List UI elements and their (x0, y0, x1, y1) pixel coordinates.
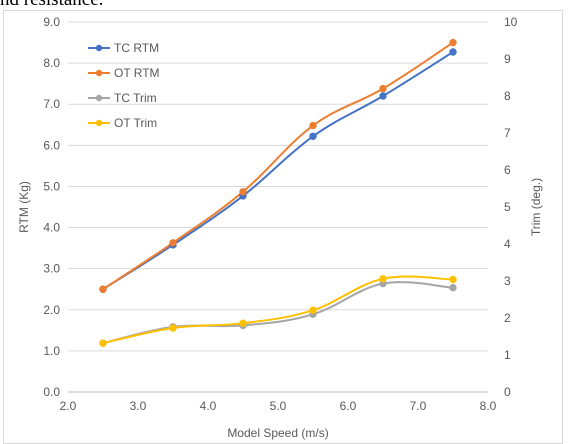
x-tick-label: 7.0 (410, 399, 427, 413)
y2-tick-label: 0 (504, 385, 511, 399)
legend-label-ot-trim: OT Trim (114, 116, 157, 130)
series-line-ot-rtm (102, 41, 454, 291)
x-tick-label: 4.0 (200, 399, 217, 413)
series-line-ot-trim (102, 275, 454, 345)
series-line-tc-rtm (102, 51, 454, 291)
y-tick-label: 4.0 (43, 221, 60, 235)
y-tick-label: 5.0 (43, 179, 60, 193)
data-point-ot-rtm (169, 239, 177, 247)
data-point-ot-rtm (309, 121, 317, 130)
legend-label-tc-trim: TC Trim (114, 91, 157, 105)
y-tick-label: 6.0 (43, 138, 60, 152)
legend-marker-tc-rtm (95, 44, 103, 52)
data-point-ot-rtm (379, 84, 387, 93)
legend-marker-ot-rtm (95, 69, 103, 77)
y2-tick-label: 10 (504, 15, 518, 29)
data-point-tc-trim (449, 283, 457, 292)
data-point-ot-rtm (99, 285, 107, 293)
data-point-tc-rtm (309, 132, 317, 140)
y-tick-label: 9.0 (43, 15, 60, 29)
y-axis-ticks: 0.0 1.0 2.0 3.0 4.0 5.0 6.0 7.0 8.0 9.0 (43, 15, 60, 399)
y2-tick-label: 8 (504, 89, 511, 103)
x-tick-label: 2.0 (60, 399, 77, 413)
data-point-ot-rtm (449, 38, 457, 47)
legend-marker-tc-trim (95, 94, 103, 102)
x-axis-title: Model Speed (m/s) (227, 426, 328, 440)
grid-lines (68, 21, 488, 393)
y2-tick-label: 4 (504, 237, 511, 251)
data-point-tc-rtm (449, 48, 457, 56)
legend-label-ot-rtm: OT RTM (114, 66, 160, 80)
caption-fragment: nd resistance. (0, 0, 573, 11)
legend-marker-ot-trim (95, 119, 103, 127)
series-lines (102, 41, 454, 345)
y2-axis-ticks: 0 1 2 3 4 5 6 7 8 9 10 (504, 15, 518, 399)
y2-tick-label: 5 (504, 200, 511, 214)
data-point-ot-rtm (239, 188, 247, 196)
chart-area (3, 10, 563, 444)
y2-tick-label: 2 (504, 311, 511, 325)
y-axis-title: RTM (Kg) (17, 181, 31, 233)
y-tick-label: 7.0 (43, 97, 60, 111)
data-point-ot-trim (169, 324, 177, 332)
y-tick-label: 3.0 (43, 262, 60, 276)
data-point-ot-trim (309, 306, 317, 314)
y2-tick-label: 6 (504, 163, 511, 177)
legend: TC RTM OT RTM TC Trim OT Trim (88, 41, 160, 130)
x-tick-label: 6.0 (340, 399, 357, 413)
y-tick-label: 1.0 (43, 344, 60, 358)
y-tick-label: 0.0 (43, 385, 60, 399)
legend-label-tc-rtm: TC RTM (114, 41, 159, 55)
y2-tick-label: 9 (504, 52, 511, 66)
y-tick-label: 8.0 (43, 56, 60, 70)
y2-axis-title: Trim (deg.) (529, 178, 543, 236)
data-point-ot-trim (379, 275, 387, 283)
data-point-ot-trim (99, 339, 107, 347)
series-markers (99, 38, 457, 347)
y-tick-label: 2.0 (43, 303, 60, 317)
data-point-tc-rtm (379, 92, 387, 100)
x-tick-label: 3.0 (130, 399, 147, 413)
y2-tick-label: 3 (504, 274, 511, 288)
y2-tick-label: 1 (504, 348, 511, 362)
data-point-ot-trim (239, 319, 247, 327)
y2-tick-label: 7 (504, 126, 511, 140)
x-tick-label: 5.0 (270, 399, 287, 413)
x-axis-ticks: 2.0 3.0 4.0 5.0 6.0 7.0 8.0 (60, 399, 497, 413)
series-line-tc-trim (102, 281, 454, 345)
data-point-ot-trim (449, 275, 457, 284)
x-tick-label: 8.0 (480, 399, 497, 413)
